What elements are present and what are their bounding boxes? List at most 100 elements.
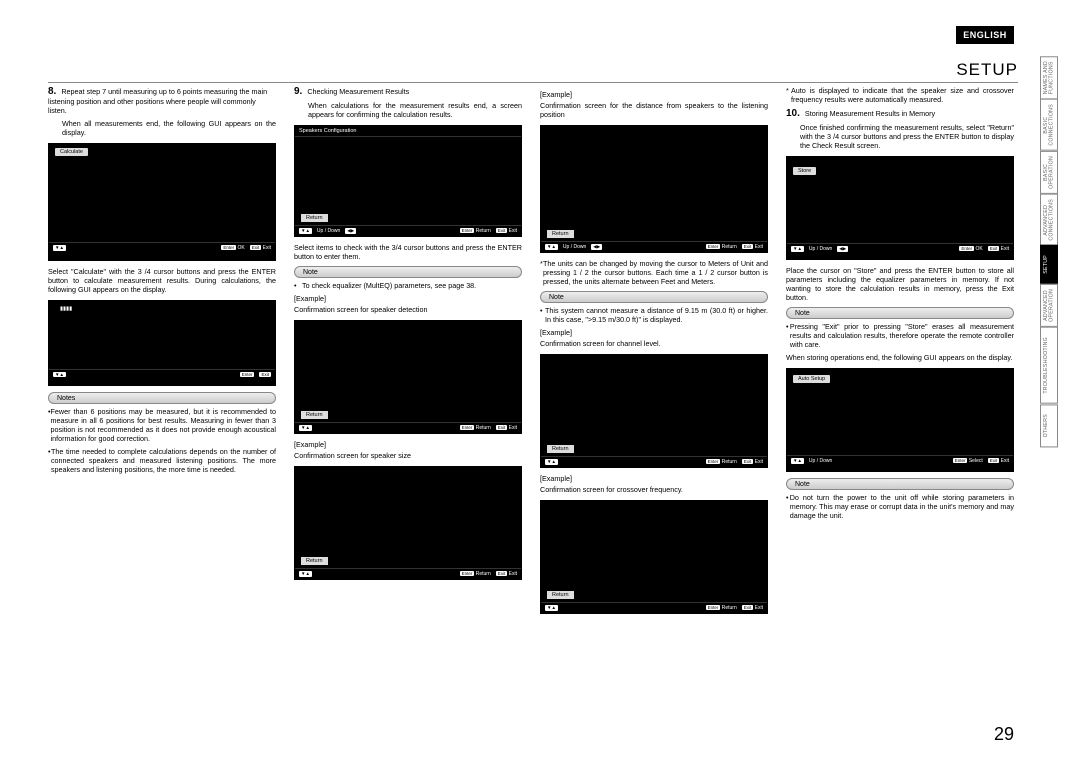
- key-enter-8: Enter: [706, 605, 721, 610]
- example-1-caption-col2: Conﬁrmation screen for speaker detection: [294, 305, 522, 314]
- step-9-num: 9.: [294, 86, 302, 97]
- gui-distance: Return ▼▲ Up / Down ◀▶ Enter Return Exit…: [540, 125, 768, 253]
- key-va-4: ▼▲: [299, 425, 312, 431]
- step-8-text-a: Repeat step 7 until measuring up to 6 po…: [48, 87, 267, 115]
- after-gui1-col3: The units can be changed by moving the c…: [543, 259, 768, 286]
- note2-body-col4: Do not turn the power to the unit off wh…: [790, 493, 1014, 520]
- ok-label-2: OK: [976, 246, 983, 252]
- step-8: 8. Repeat step 7 until measuring up to 6…: [48, 86, 276, 115]
- gui-crossover: Return ▼▲ Enter Return Exit Exit: [540, 500, 768, 614]
- key-exit: Exit: [250, 245, 262, 250]
- gui-speakers-config: Speakers Conﬁguration Return ▼▲ Up / Dow…: [294, 125, 522, 237]
- return-label-2: Return: [476, 425, 491, 431]
- updown-label: Up / Down: [317, 228, 340, 234]
- side-tab[interactable]: BASICCONNECTIONS: [1040, 99, 1058, 151]
- example-2-label-col2: [Example]: [294, 440, 522, 449]
- key-exit-8: Exit: [742, 605, 754, 610]
- example-3-caption-col3: Conﬁrmation screen for crossover frequen…: [540, 485, 768, 494]
- example-2-label-col3: [Example]: [540, 328, 768, 337]
- return-label-3: Return: [476, 571, 491, 577]
- note1-body-col4: Pressing "Exit" prior to pressing "Store…: [790, 322, 1014, 349]
- gui-exit-label: Exit: [263, 245, 271, 251]
- after-gui1-col4: Place the cursor on "Store" and press th…: [786, 266, 1014, 302]
- key-enter-7: Enter: [706, 459, 721, 464]
- key-exit-10: Exit: [988, 458, 1000, 463]
- side-tab[interactable]: BASICOPERATION: [1040, 151, 1058, 194]
- gui-chlevel-footer: ▼▲ Enter Return Exit Exit: [541, 456, 767, 467]
- exit-label-6: Exit: [755, 605, 763, 611]
- after-note1-col4: When storing operations end, the followi…: [786, 353, 1014, 362]
- key-exit-4: Exit: [496, 425, 508, 430]
- column-3: [Example] Conﬁrmation screen for the dis…: [540, 86, 768, 620]
- key-va-10: ▼▲: [791, 458, 804, 464]
- key-va-3: ▼▲: [299, 228, 312, 234]
- key-va-6: ▼▲: [545, 244, 558, 250]
- example-2-caption-col2: Conﬁrmation screen for speaker size: [294, 451, 522, 460]
- gui-auto-setup: Auto Setup ▼▲ Up / Down Enter Select Exi…: [786, 368, 1014, 472]
- side-tab[interactable]: ADVANCEDOPERATION: [1040, 284, 1058, 327]
- gui-speakers-header: Speakers Conﬁguration: [295, 126, 521, 137]
- example-1-label-col2: [Example]: [294, 294, 522, 303]
- example-1-label-col3: [Example]: [540, 90, 768, 99]
- key-enter-10: Enter: [953, 458, 968, 463]
- side-tab[interactable]: TROUBLESHOOTING: [1040, 327, 1058, 404]
- gui-return-5: Return: [547, 445, 574, 453]
- step-9-body: When calculations for the measurement re…: [308, 101, 522, 119]
- side-tab[interactable]: SETUP: [1040, 245, 1058, 284]
- key-enter-3: Enter: [460, 228, 475, 233]
- side-tab[interactable]: OTHERS: [1040, 404, 1058, 447]
- exit-label-2: Exit: [509, 425, 517, 431]
- gui-sp-size-footer: ▼▲ Enter Return Exit Exit: [295, 568, 521, 579]
- after-gui1-col1: Select "Calculate" with the 3 /4 cursor …: [48, 267, 276, 294]
- key-enter-4: Enter: [460, 425, 475, 430]
- gui-return-2: Return: [301, 411, 328, 419]
- section-title: SETUP: [48, 60, 1018, 83]
- exit-label-8: Exit: [1001, 458, 1009, 464]
- gui-auto-setup-footer: ▼▲ Up / Down Enter Select Exit Exit: [787, 455, 1013, 466]
- key-enter-5: Enter: [460, 571, 475, 576]
- key-lr-3: ◀▶: [837, 246, 848, 252]
- key-lr: ◀▶: [345, 228, 356, 234]
- key-va-9: ▼▲: [791, 246, 804, 252]
- gui-store-footer: ▼▲ Up / Down ◀▶ Enter OK Exit Exit: [787, 243, 1013, 254]
- section-title-text: SETUP: [956, 60, 1018, 80]
- note-pill-col3: Note: [540, 291, 768, 303]
- step-10: 10. Storing Measurement Results in Memor…: [786, 108, 1014, 119]
- auto-note: Auto is displayed to indicate that the s…: [791, 86, 1014, 104]
- step-9-title: Checking Measurement Results: [307, 87, 409, 96]
- side-tab[interactable]: ADVANCEDCONNECTIONS: [1040, 194, 1058, 246]
- gui-ok-label: OK: [238, 245, 245, 251]
- select-label: Select: [969, 458, 983, 464]
- side-tab[interactable]: NAMES ANDFUNCTIONS: [1040, 56, 1058, 99]
- step-10-body: Once ﬁnished conﬁrming the measurement r…: [800, 123, 1014, 150]
- example-2-caption-col3: Conﬁrmation screen for channel level.: [540, 339, 768, 348]
- key-exit-6: Exit: [742, 244, 754, 249]
- gui-sp-detection-footer: ▼▲ Enter Return Exit Exit: [295, 422, 521, 433]
- gui-progress: ▮▮▮▮ ▼▲ Enter Exit: [48, 300, 276, 386]
- gui-store: Store ▼▲ Up / Down ◀▶ Enter OK Exit Exit: [786, 156, 1014, 260]
- updown-3: Up / Down: [809, 246, 832, 252]
- gui-auto-setup-header: Auto Setup: [793, 375, 830, 383]
- exit-label: Exit: [509, 228, 517, 234]
- key-lr-2: ◀▶: [591, 244, 602, 250]
- gui-channel-level: Return ▼▲ Enter Return Exit Exit: [540, 354, 768, 468]
- note-pill-2-col4: Note: [786, 478, 1014, 490]
- gui-speakers-footer: ▼▲ Up / Down ◀▶ Enter Return Exit Exit: [295, 225, 521, 236]
- key-exit-5: Exit: [496, 571, 508, 576]
- step-10-title: Storing Measurement Results in Memory: [805, 109, 935, 118]
- exit-label-5: Exit: [755, 459, 763, 465]
- gui-store-item: Store: [793, 167, 816, 175]
- side-tabs: NAMES ANDFUNCTIONSBASICCONNECTIONSBASICO…: [1040, 56, 1058, 447]
- note-pill-1-col4: Note: [786, 307, 1014, 319]
- notes-pill-col1: Notes: [48, 392, 276, 404]
- key-enter-2: Enter: [240, 372, 255, 377]
- column-4: *Auto is displayed to indicate that the …: [786, 86, 1014, 620]
- key-va-8: ▼▲: [545, 605, 558, 611]
- column-2: 9. Checking Measurement Results When cal…: [294, 86, 522, 620]
- updown-2: Up / Down: [563, 244, 586, 250]
- return-label-5: Return: [722, 459, 737, 465]
- gui-calculate-footer: ▼▲ Enter OK Exit Exit: [49, 242, 275, 253]
- key-va-7: ▼▲: [545, 459, 558, 465]
- example-1-caption-col3: Conﬁrmation screen for the distance from…: [540, 101, 768, 119]
- gui-return-4: Return: [547, 230, 574, 238]
